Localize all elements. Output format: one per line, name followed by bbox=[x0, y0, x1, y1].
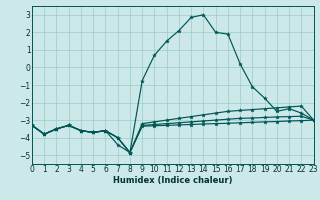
X-axis label: Humidex (Indice chaleur): Humidex (Indice chaleur) bbox=[113, 176, 233, 185]
